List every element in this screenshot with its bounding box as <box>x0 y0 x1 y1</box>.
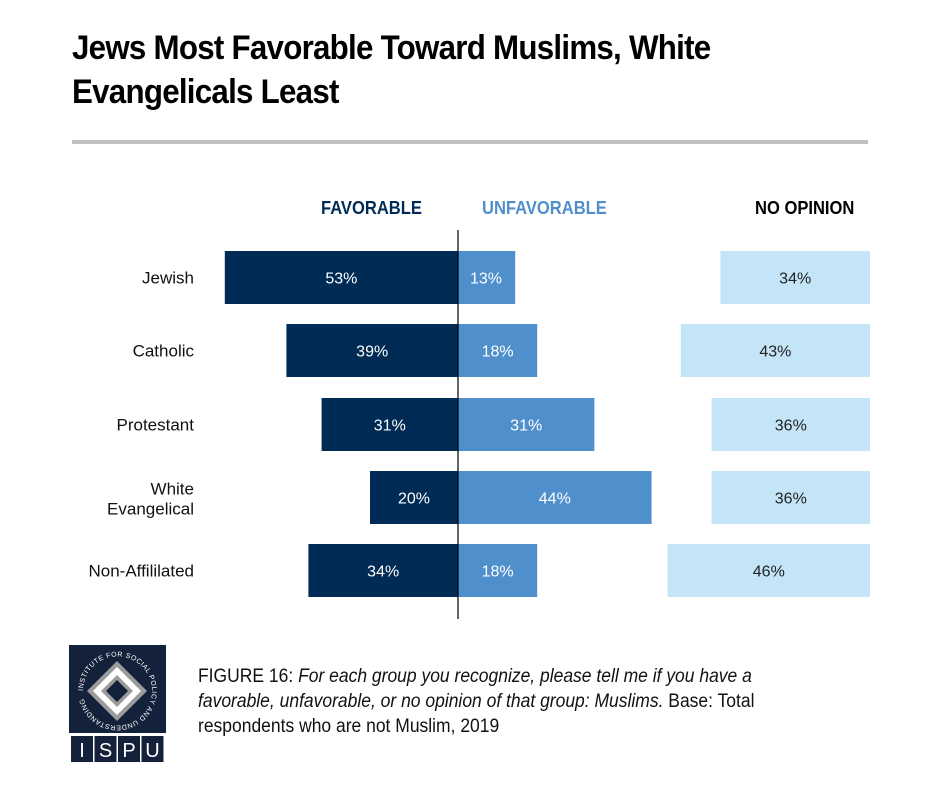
survey-question: For each group you recognize, please tel… <box>198 666 752 712</box>
legend-favorable: FAVORABLE <box>321 198 422 218</box>
legend-unfavorable: UNFAVORABLE <box>482 198 607 218</box>
data-label-unfavorable: 18% <box>482 344 514 361</box>
bar-no-opinion <box>720 251 870 304</box>
data-label-favorable: 34% <box>367 564 399 581</box>
legend-no-opinion: NO OPINION <box>755 198 855 218</box>
logo-letter: P <box>122 740 135 762</box>
data-label-favorable: 53% <box>325 271 357 288</box>
data-label-unfavorable: 13% <box>470 271 502 288</box>
data-label-favorable: 31% <box>374 418 406 435</box>
bar-unfavorable <box>458 251 516 304</box>
category-label: Catholic <box>133 342 195 361</box>
ispu-logo: INSTITUTE FOR SOCIAL POLICY AND UNDERSTA… <box>69 645 166 763</box>
bar-favorable <box>308 544 458 597</box>
category-label: White <box>151 480 194 499</box>
survey-base: Base: Total respondents who are not Musl… <box>198 691 755 737</box>
logo-letter-box <box>94 736 117 762</box>
plot-area: 53% 13% 34% Jewish 39% 18% 43% Catholic 31% 31% 36… <box>88 230 870 619</box>
logo-letter-box <box>71 736 93 762</box>
logo-letter-box <box>118 736 140 762</box>
bar-unfavorable <box>458 471 652 524</box>
data-label-no-opinion: 36% <box>775 491 807 508</box>
bar-unfavorable <box>458 544 538 597</box>
data-label-no-opinion: 34% <box>779 271 811 288</box>
data-label-favorable: 39% <box>356 344 388 361</box>
data-label-no-opinion: 43% <box>759 344 791 361</box>
logo-letter: U <box>145 740 159 762</box>
bar-no-opinion <box>711 398 870 451</box>
figure-caption: FIGURE 16: For each group you recognize,… <box>198 666 755 737</box>
data-label-unfavorable: 44% <box>539 491 571 508</box>
logo-letter: I <box>79 740 85 762</box>
logo-letter-box <box>141 736 164 762</box>
logo-letter: S <box>99 740 112 762</box>
category-label: Jewish <box>142 269 194 288</box>
title-divider <box>72 140 868 144</box>
bar-favorable <box>286 324 458 377</box>
bar-no-opinion <box>711 471 870 524</box>
category-label: Evangelical <box>107 500 194 519</box>
data-label-unfavorable: 31% <box>510 418 542 435</box>
figure-label: FIGURE 16 <box>198 666 289 687</box>
bar-favorable <box>370 471 458 524</box>
bar-no-opinion <box>680 324 870 377</box>
data-label-unfavorable: 18% <box>482 564 514 581</box>
category-label: Protestant <box>117 416 195 435</box>
bar-unfavorable <box>458 324 538 377</box>
data-label-no-opinion: 46% <box>753 564 785 581</box>
chart-title: Jews Most Favorable Toward Muslims, Whit… <box>72 29 711 111</box>
bar-no-opinion <box>667 544 870 597</box>
category-label: Non-Affililated <box>88 562 194 581</box>
bar-favorable <box>321 398 458 451</box>
data-label-favorable: 20% <box>398 491 430 508</box>
bar-favorable <box>224 251 458 304</box>
data-label-no-opinion: 36% <box>775 418 807 435</box>
bar-unfavorable <box>458 398 595 451</box>
